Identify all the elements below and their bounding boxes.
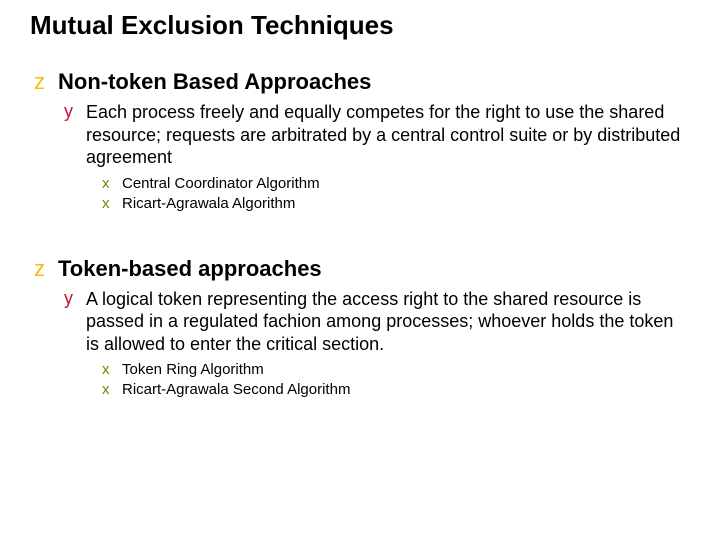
subpoint-row: y Each process freely and equally compet… <box>30 101 690 169</box>
algorithm-text: Ricart-Agrawala Algorithm <box>122 195 295 212</box>
x-bullet: x <box>102 195 122 212</box>
algorithm-text: Central Coordinator Algorithm <box>122 175 320 192</box>
algorithm-text: Token Ring Algorithm <box>122 361 264 378</box>
algorithm-list: x Central Coordinator Algorithm x Ricart… <box>30 175 690 212</box>
x-bullet: x <box>102 361 122 378</box>
algorithm-item: x Ricart-Agrawala Second Algorithm <box>30 381 690 398</box>
algorithm-item: x Ricart-Agrawala Algorithm <box>30 195 690 212</box>
subpoint-text: Each process freely and equally competes… <box>86 101 690 169</box>
algorithm-item: x Token Ring Algorithm <box>30 361 690 378</box>
y-bullet: y <box>64 288 86 309</box>
y-bullet: y <box>64 101 86 122</box>
x-bullet: x <box>102 381 122 398</box>
subpoint-row: y A logical token representing the acces… <box>30 288 690 356</box>
algorithm-item: x Central Coordinator Algorithm <box>30 175 690 192</box>
z-bullet: z <box>30 256 58 282</box>
section-heading: Token-based approaches <box>58 256 322 282</box>
slide-root: Mutual Exclusion Techniques z Non-token … <box>0 0 720 418</box>
section-heading: Non-token Based Approaches <box>58 69 371 95</box>
slide-title: Mutual Exclusion Techniques <box>30 10 690 41</box>
subpoint-text: A logical token representing the access … <box>86 288 690 356</box>
algorithm-text: Ricart-Agrawala Second Algorithm <box>122 381 350 398</box>
section-heading-row: z Non-token Based Approaches <box>30 69 690 95</box>
z-bullet: z <box>30 69 58 95</box>
x-bullet: x <box>102 175 122 192</box>
section-heading-row: z Token-based approaches <box>30 256 690 282</box>
algorithm-list: x Token Ring Algorithm x Ricart-Agrawala… <box>30 361 690 398</box>
